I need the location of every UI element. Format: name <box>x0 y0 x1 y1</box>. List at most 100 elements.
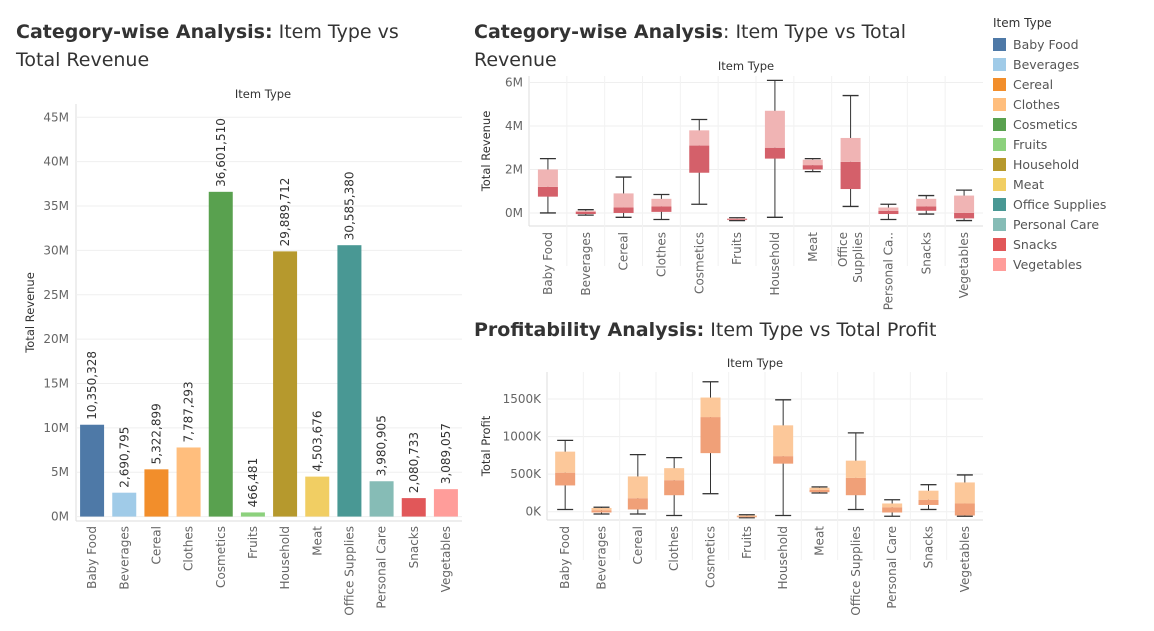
legend-item-vegetables: Vegetables <box>993 254 1143 274</box>
y-tick-label: 4M <box>505 119 523 133</box>
box-upper-household <box>773 425 794 457</box>
box-upper-snacks <box>916 198 937 207</box>
box-lower-clothes <box>651 206 672 212</box>
y-tick-label: 30M <box>43 243 69 257</box>
item-type-legend: Item Type Baby Food Beverages Cereal Clothe… <box>993 16 1143 274</box>
legend-item-clothes: Clothes <box>993 94 1143 114</box>
x-tick-label: Personal Care <box>375 526 389 609</box>
box-lower-meat <box>802 165 823 170</box>
box-upper-personal-care <box>882 503 903 508</box>
x-tick-label: Snacks <box>407 526 421 568</box>
bar-chart-title-bold: Category-wise Analysis: <box>16 21 273 43</box>
bar-value-label: 2,080,733 <box>407 432 421 493</box>
x-tick-label: Snacks <box>919 232 933 274</box>
revenue-bar-chart: 0M 5M 10M 15M 20M 25M 30M 35M 40M 45M Item Type Tot… <box>23 87 462 616</box>
legend-label: Beverages <box>1013 56 1080 72</box>
profit-box-chart-title-bold: Profitability Analysis: <box>474 319 705 341</box>
y-axis-title: Total Profit <box>479 415 493 477</box>
box-upper-fruits <box>736 515 757 517</box>
box-lower-cosmetics <box>689 145 710 173</box>
x-tick-label: Office Supplies <box>849 526 863 616</box>
box-upper-vegetables <box>954 482 975 504</box>
x-tick-label: Baby Food <box>85 526 99 589</box>
y-tick-label: 1000K <box>503 430 543 444</box>
box-upper-clothes <box>651 198 672 207</box>
y-axis-title: Total Revenue <box>23 272 37 354</box>
bar-value-label: 7,787,293 <box>182 381 196 442</box>
box-upper-baby-food <box>537 169 558 187</box>
bar-value-label: 10,350,328 <box>85 351 99 420</box>
x-tick-label: Cosmetics <box>704 526 718 588</box>
y-tick-label: 10M <box>43 421 69 435</box>
legend-swatch <box>993 57 1006 71</box>
bar-beverages <box>112 492 137 517</box>
x-tick-label: Beverages <box>117 526 131 590</box>
legend-swatch <box>993 177 1006 191</box>
box-lower-snacks <box>918 499 939 505</box>
x-tick-label: Baby Food <box>558 526 572 589</box>
box-lower-household <box>764 147 785 159</box>
box-upper-beverages <box>591 507 612 511</box>
y-tick-label: 35M <box>43 199 69 213</box>
legend-swatch <box>993 97 1006 111</box>
bar-value-label: 4,503,676 <box>310 411 324 472</box>
x-tick-label: Beverages <box>579 232 593 296</box>
y-tick-label: 0M <box>505 206 523 220</box>
bar-vegetables <box>433 489 458 517</box>
box-upper-vegetables <box>954 195 975 213</box>
bar-value-label: 2,690,795 <box>117 427 131 488</box>
legend-swatch <box>993 197 1006 211</box>
box-upper-beverages <box>575 210 596 212</box>
x-axis-title: Item Type <box>718 59 774 73</box>
x-tick-label: Meat <box>806 232 820 262</box>
revenue-box-chart-title-rest: : Item Type vs Total Revenue <box>474 21 906 71</box>
x-tick-label: Cereal <box>617 232 631 271</box>
x-tick-label: Vegetables <box>958 526 972 592</box>
x-tick-label: Fruits <box>730 232 744 265</box>
box-lower-beverages <box>591 510 612 513</box>
box-upper-cosmetics <box>700 397 721 418</box>
legend-item-fruits: Fruits <box>993 134 1143 154</box>
revenue-box-chart: 0M 2M 4M 6M Item Type Total Revenue Baby Food B… <box>479 59 983 310</box>
bar-household <box>273 251 298 517</box>
y-tick-label: 0K <box>525 505 542 519</box>
box-upper-clothes <box>664 468 685 481</box>
legend-label: Vegetables <box>1013 256 1083 272</box>
profit-box-chart-title-rest: Item Type vs Total Profit <box>704 319 937 341</box>
legend-item-office-supplies: Office Supplies <box>993 194 1143 214</box>
box-upper-meat <box>809 487 830 490</box>
legend-item-meat: Meat <box>993 174 1143 194</box>
legend-swatch <box>993 217 1006 231</box>
x-tick-label: Household <box>776 526 790 590</box>
box-upper-cereal <box>613 193 634 208</box>
bar-chart-title: Category-wise Analysis: Item Type vs Tot… <box>16 18 446 74</box>
x-tick-label: Personal Care <box>885 526 899 609</box>
y-tick-label: 5M <box>51 465 69 479</box>
x-tick-label: Vegetables <box>957 232 971 298</box>
legend-item-cereal: Cereal <box>993 74 1143 94</box>
legend-item-baby-food: Baby Food <box>993 34 1143 54</box>
y-tick-label: 15M <box>43 376 69 390</box>
box-upper-household <box>764 110 785 148</box>
x-tick-label: Cosmetics <box>692 232 706 294</box>
x-tick-label: Clothes <box>667 526 681 571</box>
revenue-box-chart-title-bold: Category-wise Analysis <box>474 21 723 43</box>
box-upper-office-supplies <box>845 460 866 478</box>
box-upper-baby-food <box>555 451 576 473</box>
bar-baby-food <box>80 424 105 517</box>
profit-box-chart: 0K 500K 1000K 1500K Item Type Total Profit Bab… <box>479 356 983 616</box>
y-tick-label: 0M <box>51 510 69 524</box>
legend-label: Cosmetics <box>1013 116 1078 132</box>
x-tick-label: Cereal <box>631 526 645 565</box>
x-tick-label: Office <box>836 232 850 267</box>
box-upper-cosmetics <box>689 130 710 146</box>
legend-swatch <box>993 37 1006 51</box>
bar-value-label: 30,585,380 <box>342 171 356 240</box>
x-tick-label: Vegetables <box>439 526 453 592</box>
x-tick-label: Office Supplies <box>342 526 356 616</box>
box-lower-baby-food <box>537 186 558 197</box>
x-tick-label: Clothes <box>182 526 196 571</box>
box-lower-fruits <box>727 219 748 221</box>
x-tick-label: Snacks <box>922 526 936 568</box>
box-lower-personal-care <box>878 210 899 215</box>
